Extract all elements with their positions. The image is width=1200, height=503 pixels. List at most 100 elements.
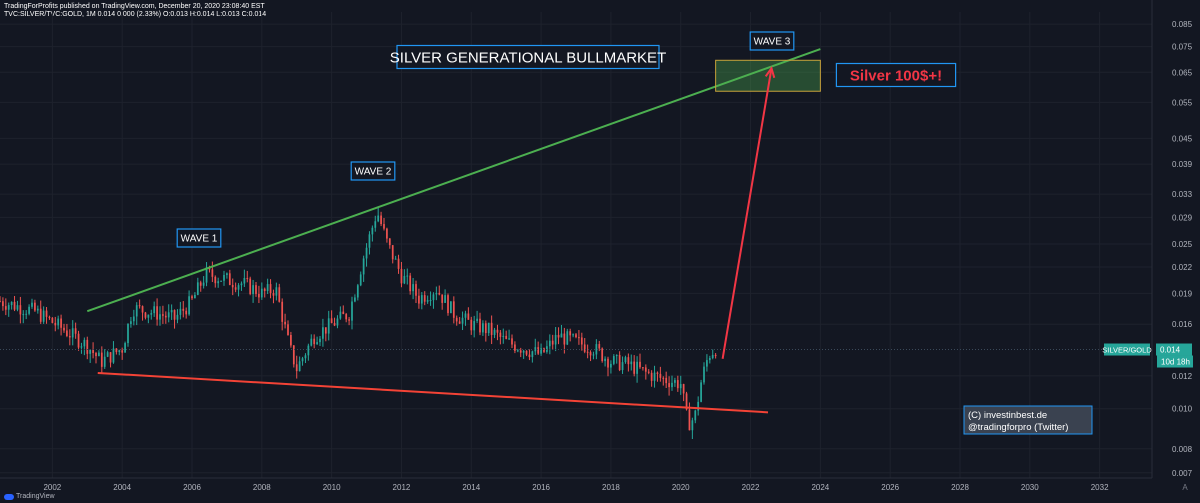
candle <box>659 366 662 382</box>
candle <box>432 292 435 309</box>
candle-body <box>138 305 141 307</box>
candle-body <box>653 372 656 381</box>
candle <box>624 355 627 364</box>
candle <box>25 310 28 320</box>
candle-body <box>438 292 441 295</box>
candle-body <box>374 221 377 228</box>
candle <box>220 280 222 282</box>
candle <box>409 272 412 295</box>
candle <box>226 272 228 279</box>
candle-body <box>249 278 252 295</box>
candle <box>537 341 540 355</box>
wave1-label-text: WAVE 1 <box>181 234 218 245</box>
candle-body <box>403 275 406 284</box>
candle <box>543 347 545 354</box>
time-axis[interactable]: 2002 2004 2006 2008 2010 2012 2014 2016 2018 2020… <box>0 477 1188 492</box>
candle <box>647 369 650 375</box>
candle-body <box>356 285 359 298</box>
candle <box>234 282 237 293</box>
candle-body <box>432 294 435 301</box>
candle <box>103 349 106 369</box>
annotations: SILVER GENERATIONAL BULLMARKET WAVE 1 WAVE… <box>176 31 1093 435</box>
candle <box>327 310 330 341</box>
auto-scale-icon: A <box>1182 483 1188 492</box>
candle <box>290 331 292 348</box>
candle-body <box>447 295 449 314</box>
x-tick-label: 2026 <box>881 483 899 492</box>
candle <box>284 313 286 329</box>
candle-body <box>31 302 33 307</box>
title-label-box <box>396 44 660 70</box>
candle-body <box>243 277 246 284</box>
candle <box>4 298 7 316</box>
candle-body <box>4 306 7 310</box>
candle <box>467 307 470 320</box>
candle-body <box>647 371 650 373</box>
candle-body <box>662 377 665 379</box>
candle-body <box>290 334 292 346</box>
y-tick-label: 0.019 <box>1172 289 1193 298</box>
y-tick-label: 0.010 <box>1172 405 1193 414</box>
candle <box>394 255 397 260</box>
candle <box>313 334 316 349</box>
grid <box>0 12 1152 478</box>
candle-body <box>100 352 103 367</box>
candle <box>150 309 153 320</box>
candle-body <box>450 301 452 314</box>
x-tick-label: 2030 <box>1021 483 1039 492</box>
candle <box>98 350 100 357</box>
candle <box>164 311 167 324</box>
candle-body <box>310 338 313 346</box>
candle <box>420 292 423 310</box>
candle-body <box>16 305 19 310</box>
candle <box>182 301 185 318</box>
candle <box>470 316 473 335</box>
candle <box>153 301 156 317</box>
candle <box>31 298 33 309</box>
candle-body <box>694 410 697 421</box>
candle <box>476 310 478 324</box>
candle <box>147 314 150 324</box>
candle <box>263 287 266 298</box>
candle <box>199 280 202 292</box>
candle-body <box>476 318 478 322</box>
candle <box>266 278 269 295</box>
candle <box>534 338 537 355</box>
candle <box>388 237 391 249</box>
candle <box>522 349 525 359</box>
price-axis[interactable]: 0.085 0.075 0.065 0.055 0.045 0.039 0.033 0.029… <box>1102 0 1200 503</box>
candle-body <box>636 361 638 374</box>
candle-body <box>502 335 505 337</box>
candle <box>383 217 385 231</box>
candle-body <box>377 215 380 222</box>
candle-body <box>697 401 700 411</box>
candle <box>214 275 217 288</box>
candle <box>450 301 452 314</box>
candle-body <box>304 355 307 359</box>
candle-body <box>473 321 476 331</box>
cloud-icon <box>4 493 14 500</box>
candle <box>610 360 612 374</box>
candle <box>598 340 601 352</box>
candle <box>595 339 598 360</box>
candle <box>377 207 380 223</box>
y-tick-label: 0.075 <box>1172 43 1193 52</box>
candle <box>493 327 496 339</box>
candle <box>10 301 13 310</box>
candle-body <box>601 348 604 362</box>
candle-body <box>467 313 470 320</box>
candle <box>356 283 359 301</box>
candle-body <box>278 287 281 302</box>
tradingview-logo: TradingView <box>4 493 55 500</box>
candle-body <box>51 317 54 323</box>
candle <box>167 304 170 323</box>
candle-body <box>644 367 647 372</box>
candle-body <box>275 287 278 296</box>
x-tick-label: 2016 <box>532 483 550 492</box>
candle <box>499 330 502 345</box>
candle <box>246 270 249 283</box>
candle-body <box>287 324 289 335</box>
candle-body <box>569 331 572 336</box>
candle-body <box>36 308 39 311</box>
